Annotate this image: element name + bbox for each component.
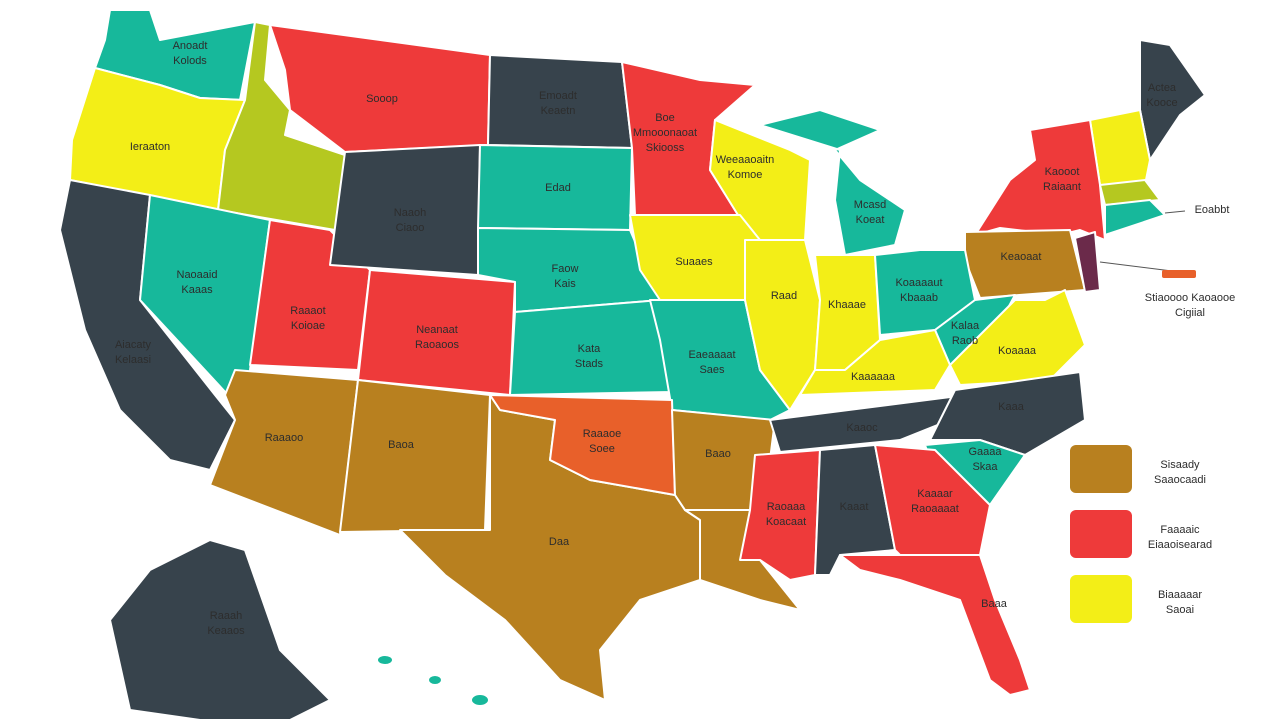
region-label: Kaaat xyxy=(840,501,869,513)
region-label: Anoadt xyxy=(173,40,208,52)
region-label: Baao xyxy=(705,448,731,460)
island xyxy=(470,693,490,707)
region-label: Kalaa xyxy=(951,320,980,332)
region-label: Koacaat xyxy=(766,516,806,528)
state xyxy=(269,24,491,153)
region-label: Boe xyxy=(655,112,675,124)
region-label: Koeat xyxy=(856,214,885,226)
region-label: Sooop xyxy=(366,93,398,105)
legend-label: Saoai xyxy=(1166,604,1194,616)
region-label: Raoaaaat xyxy=(911,503,959,515)
region-label: Kata xyxy=(578,343,602,355)
region-label: Weeaaoaitn xyxy=(716,154,775,166)
region-label: Faow xyxy=(552,263,579,275)
legend-label: Biaaaaar xyxy=(1158,589,1202,601)
region-label: Raoaoos xyxy=(415,339,460,351)
region-label: Cigiial xyxy=(1175,307,1205,319)
region-label: Raaah xyxy=(210,610,242,622)
region-label: Neanaat xyxy=(416,324,458,336)
state xyxy=(949,289,1086,386)
legend-swatch xyxy=(1070,445,1132,493)
region-label: Kelaasi xyxy=(115,354,151,366)
region-label: Keaaos xyxy=(207,625,245,637)
region-label: Gaaaa xyxy=(968,446,1002,458)
region-label: Skaa xyxy=(972,461,998,473)
region-label: Koaaaaut xyxy=(895,277,942,289)
region-label: Stads xyxy=(575,358,604,370)
region-label: Raob xyxy=(952,335,978,347)
region-label: Raoaaa xyxy=(767,501,806,513)
region-label: Suaaes xyxy=(675,256,713,268)
region-label: Kaaa xyxy=(998,401,1025,413)
region-label: Khaaae xyxy=(828,299,866,311)
state xyxy=(109,539,331,720)
region-label: Raaaot xyxy=(290,305,325,317)
region-label: Kooce xyxy=(1146,97,1177,109)
legend-swatch xyxy=(1070,510,1132,558)
region-label: Kaooot xyxy=(1045,166,1080,178)
legend-label: Saaocaadi xyxy=(1154,474,1206,486)
region-label: Stiaoooo Kaoaooe xyxy=(1145,292,1236,304)
state xyxy=(964,229,1086,299)
state xyxy=(974,119,1106,241)
island xyxy=(427,674,443,686)
region-label: Soee xyxy=(589,443,615,455)
region-label: Aiacaty xyxy=(115,339,152,351)
state xyxy=(1099,179,1161,206)
region-label: Raiaant xyxy=(1043,181,1081,193)
region-label: Raaaoo xyxy=(265,432,304,444)
region-label: Kbaaab xyxy=(900,292,938,304)
region-label: Kaaaaaa xyxy=(851,371,896,383)
region-label: Koioae xyxy=(291,320,325,332)
region-label: Keaetn xyxy=(541,105,576,117)
region-label: Kaaaar xyxy=(917,488,953,500)
region-label: Saes xyxy=(699,364,725,376)
region-label: Edad xyxy=(545,182,571,194)
region-label: Naoaaid xyxy=(177,269,218,281)
legend-label: Sisaady xyxy=(1160,459,1200,471)
region-label: Raaaoe xyxy=(583,428,622,440)
state xyxy=(759,109,906,256)
state xyxy=(839,554,1031,696)
region-label: Koaaaa xyxy=(998,345,1037,357)
state xyxy=(1074,231,1101,293)
legend-label: Faaaaic xyxy=(1160,524,1200,536)
region-label: Ieraaton xyxy=(130,141,170,153)
region-label: Kaaas xyxy=(181,284,213,296)
region-label: Daa xyxy=(549,536,570,548)
region-label: Mcasd xyxy=(854,199,886,211)
region-label: Baoa xyxy=(388,439,415,451)
region-label: Kaaoc xyxy=(846,422,878,434)
legend-label: Eiaaoisearad xyxy=(1148,539,1212,551)
annotation-line xyxy=(1164,210,1186,214)
region-label: Ciaoo xyxy=(396,222,425,234)
region-label: Keaoaat xyxy=(1001,251,1042,263)
region-label: Naaoh xyxy=(394,207,426,219)
region-label: Eaeaaaat xyxy=(688,349,735,361)
state xyxy=(339,379,491,533)
state xyxy=(209,369,359,536)
region-label: Emoadt xyxy=(539,90,577,102)
state xyxy=(1104,199,1166,236)
region-label: Kolods xyxy=(173,55,207,67)
region-label: Mmooonaoat xyxy=(633,127,697,139)
island xyxy=(376,654,394,666)
region-label: Raad xyxy=(771,290,797,302)
region-label: Skiooss xyxy=(646,142,685,154)
region-label: Eoabbt xyxy=(1195,204,1230,216)
legend-swatch xyxy=(1070,575,1132,623)
state xyxy=(799,329,951,396)
region-label: Baaa xyxy=(981,598,1008,610)
region-label: Actea xyxy=(1148,82,1177,94)
region-label: Komoe xyxy=(728,169,763,181)
annotation-icon xyxy=(1162,270,1196,278)
region-label: Kais xyxy=(554,278,576,290)
